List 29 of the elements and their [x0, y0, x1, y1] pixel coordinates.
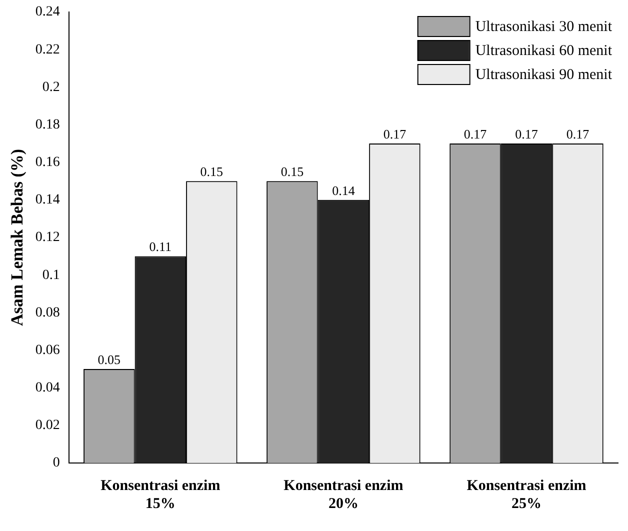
y-tick-label: 0.2 [42, 80, 60, 95]
data-label: 0.17 [515, 126, 538, 142]
y-tick-label: 0.12 [35, 230, 60, 246]
y-tick-label: 0.22 [35, 42, 60, 58]
x-tick-label: Konsentrasi enzim 15% [100, 478, 221, 512]
data-label: 0.05 [98, 352, 121, 367]
y-tick-label: 0.18 [35, 117, 60, 132]
y-tick-label: 0.16 [35, 155, 60, 170]
x-tick-label: Konsentrasi enzim 25% [466, 478, 587, 512]
y-tick-label: 0.04 [35, 380, 60, 396]
data-label: 0.17 [464, 126, 488, 142]
data-label: 0.11 [149, 239, 172, 254]
y-tick-label: 0.24 [35, 4, 60, 20]
data-label: 0.15 [280, 164, 304, 180]
y-tick-label: 0 [52, 456, 60, 471]
legend-label: Ultrasonikasi 30 menit [475, 18, 613, 35]
legend-label: Ultrasonikasi 90 menit [475, 66, 613, 83]
data-label: 0.17 [383, 126, 407, 142]
data-label: 0.14 [332, 182, 356, 198]
y-tick-label: 0.08 [35, 305, 60, 320]
legend-label: Ultrasonikasi 60 menit [475, 42, 613, 59]
y-axis-title: Asam Lemak Bebas (%) [8, 148, 27, 326]
y-tick-label: 0.02 [35, 418, 60, 434]
y-tick-label: 0.1 [42, 268, 60, 283]
y-tick-label: 0.06 [35, 342, 60, 358]
data-label: 0.15 [200, 164, 224, 180]
x-tick-label: Konsentrasi enzim 20% [284, 478, 404, 512]
data-label: 0.17 [566, 126, 590, 142]
y-tick-label: 0.14 [35, 192, 60, 208]
